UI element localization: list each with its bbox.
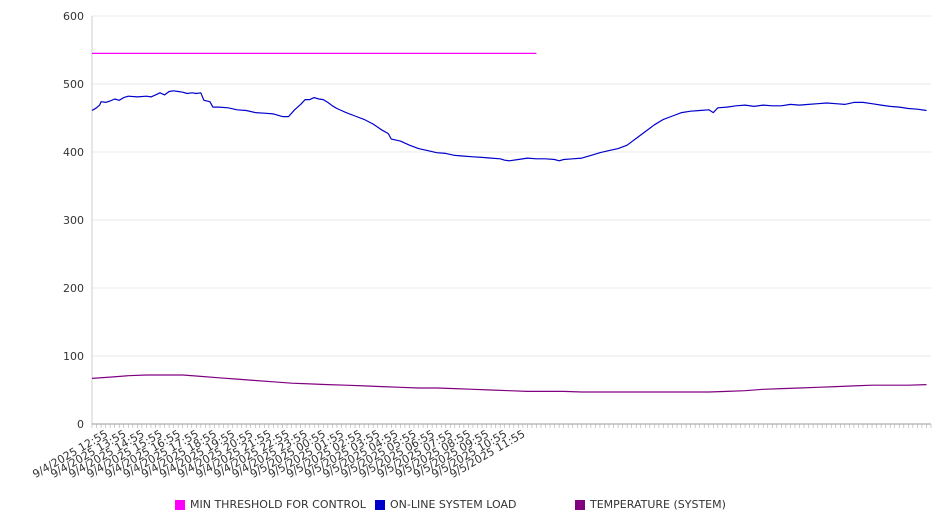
legend-item[interactable]: MIN THRESHOLD FOR CONTROL (175, 498, 366, 511)
legend-swatch (175, 499, 185, 510)
legend-label: ON-LINE SYSTEM LOAD (390, 498, 517, 511)
y-tick-label: 0 (77, 418, 84, 431)
y-tick-label: 100 (63, 350, 84, 363)
y-tick-label: 600 (63, 10, 84, 23)
x-ticks (91, 424, 932, 428)
legend-item[interactable]: TEMPERATURE (SYSTEM) (575, 498, 726, 511)
series-lines (91, 52, 927, 393)
legend-swatch (575, 499, 585, 510)
legend-swatch (375, 499, 385, 510)
gridlines (92, 15, 931, 357)
y-tick-label: 300 (63, 214, 84, 227)
legend-label: TEMPERATURE (SYSTEM) (590, 498, 726, 511)
axes (91, 16, 931, 425)
y-tick-label: 200 (63, 282, 84, 295)
y-tick-label: 400 (63, 146, 84, 159)
y-tick-label: 500 (63, 78, 84, 91)
legend: MIN THRESHOLD FOR CONTROL ON-LINE SYSTEM … (0, 498, 946, 514)
series-line-1 (91, 90, 927, 162)
x-tick-labels: 9/4/2025 12:559/4/2025 13:559/4/2025 14:… (30, 427, 527, 481)
series-line-2 (91, 374, 927, 393)
y-tick-labels: 0 100 200 300 400 500 600 (63, 10, 84, 431)
legend-label: MIN THRESHOLD FOR CONTROL (190, 498, 366, 511)
legend-item[interactable]: ON-LINE SYSTEM LOAD (375, 498, 516, 511)
